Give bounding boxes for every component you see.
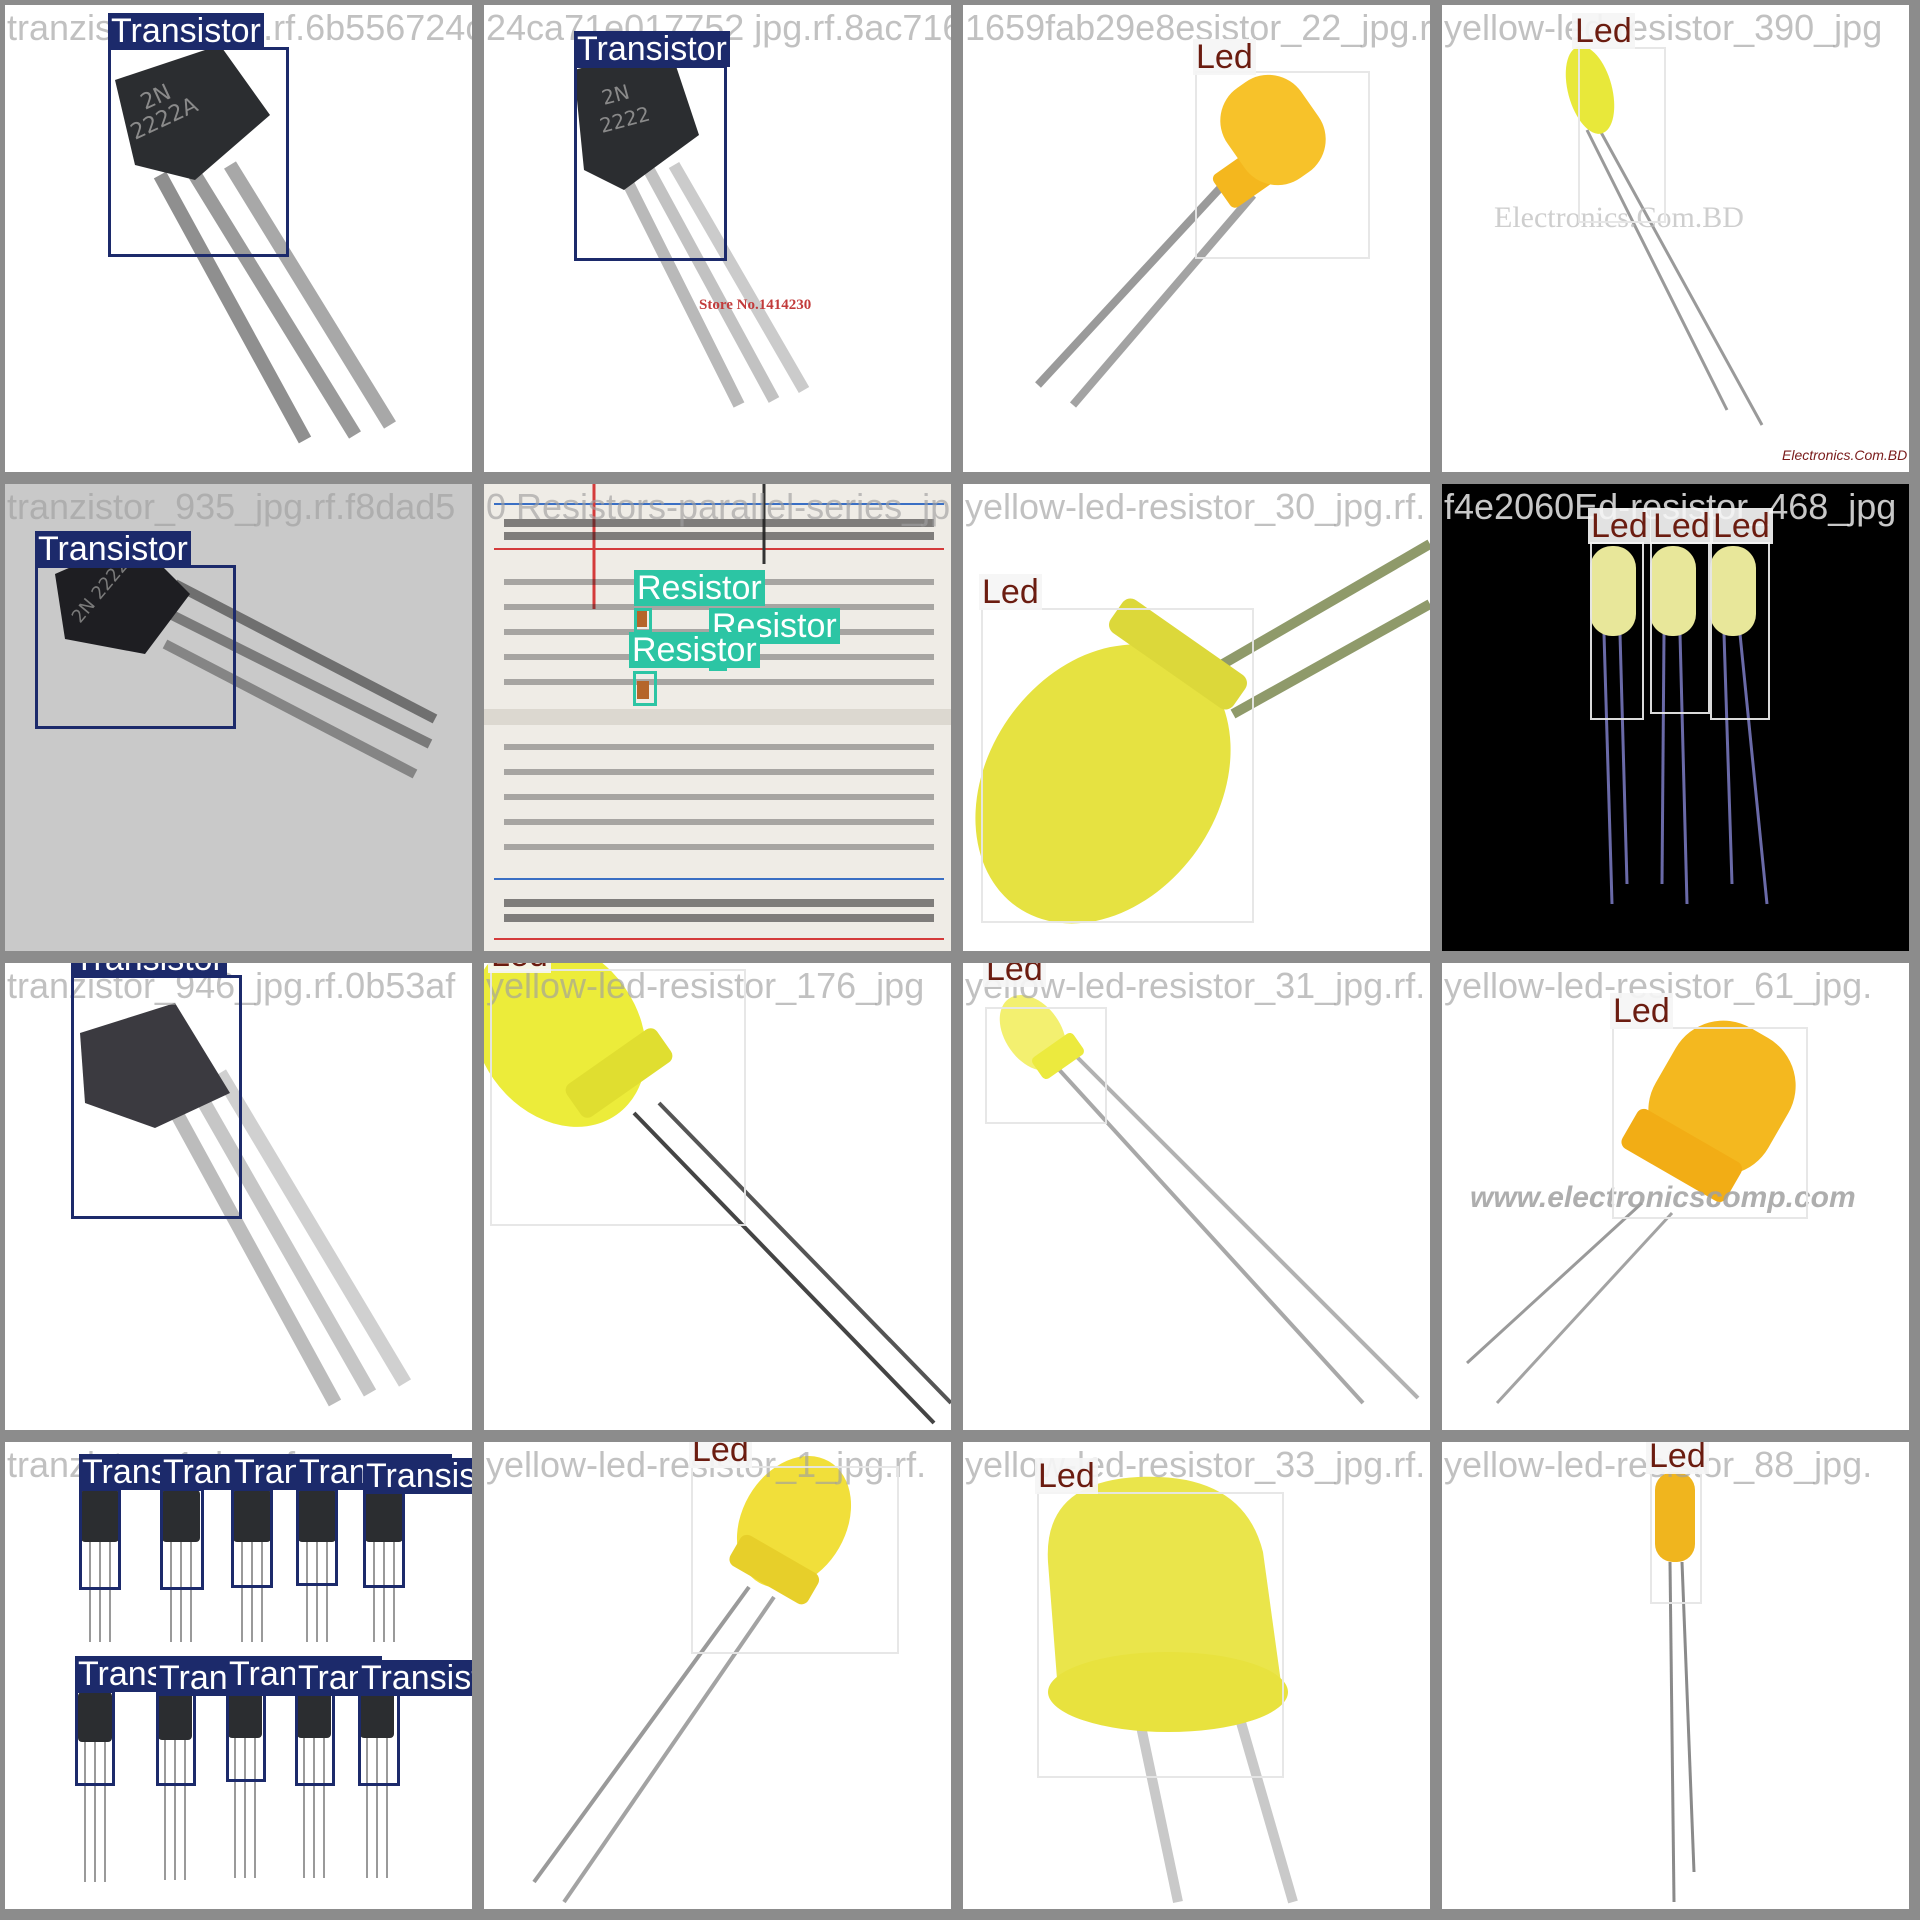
- led-photo: [1035, 74, 1326, 408]
- bbox-transistor: [35, 565, 236, 729]
- bbox-transistor: [574, 65, 727, 261]
- site-watermark: www.electronicscomp.com: [1470, 1181, 1856, 1214]
- tile-led-9: yellow-led-resistor_33_jpg.rf. Led: [963, 1442, 1430, 1909]
- tile-transistor-5: tranzistor_1_jpg.rf. Transistor Transist…: [5, 1442, 472, 1909]
- bbox-led: [1710, 542, 1770, 720]
- site-watermark: Electronics.Com.BD: [1494, 201, 1744, 234]
- bbox-transistor: [363, 1488, 405, 1588]
- bbox-led: [981, 608, 1254, 923]
- tile-transistor-2: 2N 2222 24ca71e017752 jpg.rf.8ac716 Stor…: [484, 5, 951, 472]
- bbox-transistor: [75, 1690, 115, 1786]
- breadboard-photo: [484, 484, 951, 951]
- led-photo: [532, 1456, 852, 1904]
- bbox-transistor: [160, 1488, 204, 1590]
- bbox-led: [1578, 47, 1666, 223]
- bbox-transistor: [226, 1686, 266, 1782]
- bbox-label: Transistor: [108, 13, 264, 49]
- led-photo: [1465, 1020, 1796, 1405]
- led-photo: [1655, 1472, 1696, 1903]
- tile-led-2: yellow-led-resistor_390_jpg Electronics.…: [1442, 5, 1909, 472]
- tile-led-1: 1659fab29e8esistor_22_jpg.rf. Led: [963, 5, 1430, 472]
- bbox-label: Resistor: [629, 632, 760, 668]
- bbox-led: [1650, 542, 1710, 714]
- tile-transistor-4: tranzistor_946_jpg.rf.0b53af Transistor: [5, 963, 472, 1430]
- bbox-led: [490, 969, 746, 1226]
- bbox-led: [1612, 1027, 1808, 1219]
- bbox-transistor: [156, 1688, 196, 1786]
- led-photo: [484, 963, 951, 1425]
- transistor-photo: 2N 2222A: [115, 45, 396, 444]
- bbox-transistor: [231, 1488, 273, 1588]
- led-photo: [1047, 1476, 1298, 1904]
- bbox-label: Transistor: [35, 531, 191, 567]
- bbox-transistor: [358, 1686, 400, 1786]
- bbox-label: Led: [1572, 13, 1635, 49]
- tile-led-10: yellow-led-resistor_88_jpg. Led: [1442, 1442, 1909, 1909]
- tile-led-6: yellow-led-resistor_31_jpg.rf. Led: [963, 963, 1430, 1430]
- tile-led-5: yellow-led-resistor_176_jpg Led: [484, 963, 951, 1430]
- bbox-led: [1650, 1470, 1702, 1604]
- bbox-label: Transistor: [363, 1458, 472, 1494]
- tile-led-3: yellow-led-resistor_30_jpg.rf. Led: [963, 484, 1430, 951]
- bbox-label: Led: [689, 1442, 752, 1468]
- bbox-label: Led: [488, 963, 551, 973]
- bbox-label: Led: [1610, 993, 1673, 1029]
- transistor-photo: [78, 1490, 403, 1882]
- led-photo: [1565, 46, 1764, 426]
- store-watermark: Store No.1414230: [699, 297, 812, 313]
- bbox-label: Led: [1710, 508, 1773, 544]
- bbox-led: [1195, 71, 1370, 259]
- led-photo: [975, 539, 1430, 924]
- bbox-transistor: [296, 1488, 338, 1586]
- bbox-label: Led: [1650, 508, 1713, 544]
- bbox-led: [691, 1466, 899, 1654]
- bbox-label: Transistor: [358, 1660, 472, 1696]
- bbox-transistor: [108, 47, 289, 257]
- site-watermark-small: Electronics.Com.BD: [1782, 447, 1908, 463]
- bbox-label: Resistor: [634, 570, 765, 606]
- bbox-label: Led: [1646, 1442, 1709, 1474]
- transistor-photo: [80, 1003, 412, 1407]
- bbox-label: Led: [979, 574, 1042, 610]
- transistor-photo: 2N 2222: [574, 45, 810, 408]
- led-photo: [999, 995, 1420, 1405]
- bbox-label: Led: [1588, 508, 1651, 544]
- tile-transistor-3: 2N 2222A tranzistor_935_jpg.rf.f8dad5 Tr…: [5, 484, 472, 951]
- bbox-resistor: [633, 671, 657, 706]
- bbox-label: Transistor: [71, 963, 227, 977]
- bbox-label: Transistor: [574, 31, 730, 67]
- tile-resistor-breadboard: 0 Resistors-parallel-series_jpg Resistor…: [484, 484, 951, 951]
- bbox-label: Led: [983, 963, 1046, 987]
- led-photo: [1590, 546, 1769, 905]
- bbox-transistor: [71, 975, 242, 1219]
- bbox-led: [1590, 542, 1644, 720]
- tile-led-7: yellow-led-resistor_61_jpg. www.electron…: [1442, 963, 1909, 1430]
- bbox-transistor: [79, 1488, 121, 1590]
- bbox-transistor: [295, 1686, 335, 1786]
- bbox-label: Led: [1035, 1458, 1098, 1494]
- tile-led-8: yellow-led-resistor_1_jpg.rf. Led: [484, 1442, 951, 1909]
- bbox-resistor: [634, 608, 652, 633]
- bbox-label: Led: [1193, 39, 1256, 75]
- bbox-led: [1037, 1492, 1284, 1778]
- tile-transistor-1: 2N 2222A tranzistor_3_jpg.rf.6b556724ca7…: [5, 5, 472, 472]
- tile-led-4: f4e2060Ed-resistor_468_jpg Led Led Led: [1442, 484, 1909, 951]
- bbox-led: [985, 1007, 1107, 1124]
